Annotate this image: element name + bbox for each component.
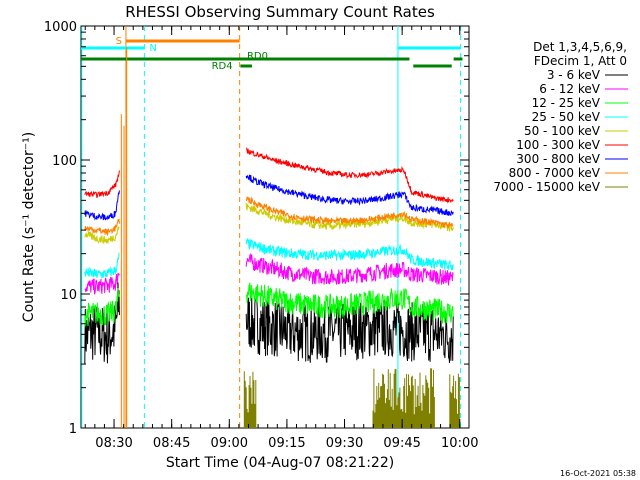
y-tick-label: 10 [60, 288, 77, 303]
series-line [84, 203, 454, 245]
legend-label: 300 - 800 keV [516, 152, 600, 166]
series-line [84, 238, 454, 280]
chart-title: RHESSI Observing Summary Count Rates [125, 3, 435, 21]
vertical-markers [81, 26, 462, 428]
series-line [84, 282, 454, 365]
series-line [84, 196, 454, 237]
legend-label: 6 - 12 keV [539, 82, 601, 96]
mode-bars: S N RD0 RD4 [81, 36, 463, 72]
legend: Det 1,3,4,5,6,9, FDecim 1, Att 0 3 - 6 k… [493, 40, 628, 194]
plot-frame [80, 25, 470, 429]
x-axis-label: Start Time (04-Aug-07 08:21:22) [166, 455, 394, 471]
x-tick-label: 08:30 [95, 436, 132, 451]
y-axis-label: Count Rate (s⁻¹ detector⁻¹) [21, 132, 37, 322]
x-tick-label: 09:15 [268, 436, 305, 451]
x-tick-label: 09:00 [211, 436, 248, 451]
legend-label: 12 - 25 keV [532, 96, 601, 110]
legend-label: 800 - 7000 keV [509, 166, 601, 180]
timestamp: 16-Oct-2021 05:38 [560, 469, 636, 478]
series-line [84, 147, 454, 204]
mode-label-s: S [116, 36, 122, 47]
mode-label-n: N [149, 43, 156, 54]
y-tick-label: 100 [52, 154, 77, 169]
axis-ticks: 1 10 100 1000 08:30 08:45 09:00 09:15 09:30 09:45… [44, 20, 479, 451]
series-line [84, 252, 454, 295]
series-line [84, 174, 454, 221]
x-tick-label: 09:45 [383, 436, 420, 451]
legend-label: 100 - 300 keV [516, 138, 600, 152]
legend-label: 50 - 100 keV [524, 124, 601, 138]
y-tick-label: 1 [69, 422, 77, 437]
legend-label: 3 - 6 keV [547, 68, 601, 82]
mode-label-rd0: RD0 [247, 51, 268, 62]
legend-label: 7000 - 15000 keV [493, 180, 600, 194]
legend-header-1: Det 1,3,4,5,6,9, [533, 40, 627, 54]
series-line [84, 282, 454, 327]
x-tick-label: 10:00 [441, 436, 478, 451]
y-tick-label: 1000 [44, 20, 77, 35]
low-band-bars [243, 368, 460, 428]
legend-label: 25 - 50 keV [532, 110, 601, 124]
x-tick-label: 09:30 [326, 436, 363, 451]
x-tick-label: 08:45 [153, 436, 190, 451]
series-lines [84, 46, 460, 428]
legend-header-2: FDecim 1, Att 0 [534, 54, 627, 68]
mode-label-rd4: RD4 [212, 61, 233, 72]
